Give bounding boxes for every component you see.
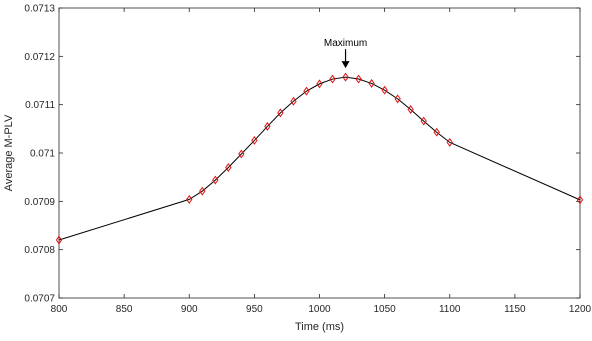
y-axis-label: Average M-PLV [3,114,15,191]
y-tick-label: 0.0709 [24,197,55,208]
x-tick-label: 1000 [308,304,331,315]
data-point-marker [407,105,414,114]
series-line [58,76,581,241]
x-tick-label: 1050 [374,304,397,315]
data-point-marker [446,137,453,147]
data-point-marker [355,74,362,84]
x-tick-label: 950 [246,304,263,315]
data-point-marker [342,72,349,82]
data-point-marker [199,186,206,196]
data-point-marker [277,108,284,118]
data-point-marker [251,135,258,145]
data-point-marker [264,121,271,131]
data-point-marker [290,96,297,106]
data-point-marker [316,79,323,89]
x-tick-label: 1100 [439,304,461,315]
y-tick-label: 0.0708 [24,245,55,256]
x-tick-label: 1200 [569,304,592,315]
data-point-marker [225,163,232,172]
data-point-marker [433,127,440,137]
annotation-arrow-head [341,61,350,69]
data-point-marker [212,175,219,185]
annotation-label: Maximum [324,38,367,49]
y-tick-label: 0.0712 [24,52,55,63]
annotation-layer: Maximum [324,38,367,69]
x-tick-label: 850 [116,304,133,315]
data-point-marker [55,235,63,245]
data-point-marker [394,94,401,104]
y-tick-label: 0.0707 [24,294,55,305]
data-point-marker [186,194,193,204]
x-tick-label: 800 [51,304,68,315]
plot-area [59,8,580,298]
data-point-marker [368,78,375,88]
y-tick-label: 0.071 [30,149,55,160]
series-layer [55,72,584,245]
data-point-marker [329,74,336,84]
data-point-marker [381,85,388,95]
x-tick-label: 900 [181,304,198,315]
axes: 800 850 900 950 1000 1050 1100 1150 1200 0.0707 0.… [24,4,591,316]
data-point-marker [576,195,584,205]
y-tick-label: 0.0713 [24,4,55,15]
x-tick-label: 1150 [504,304,526,315]
data-point-marker [420,116,427,126]
data-point-marker [238,149,245,159]
x-axis-label: Time (ms) [295,321,344,333]
y-tick-label: 0.0711 [25,100,55,111]
data-point-marker [303,86,310,96]
